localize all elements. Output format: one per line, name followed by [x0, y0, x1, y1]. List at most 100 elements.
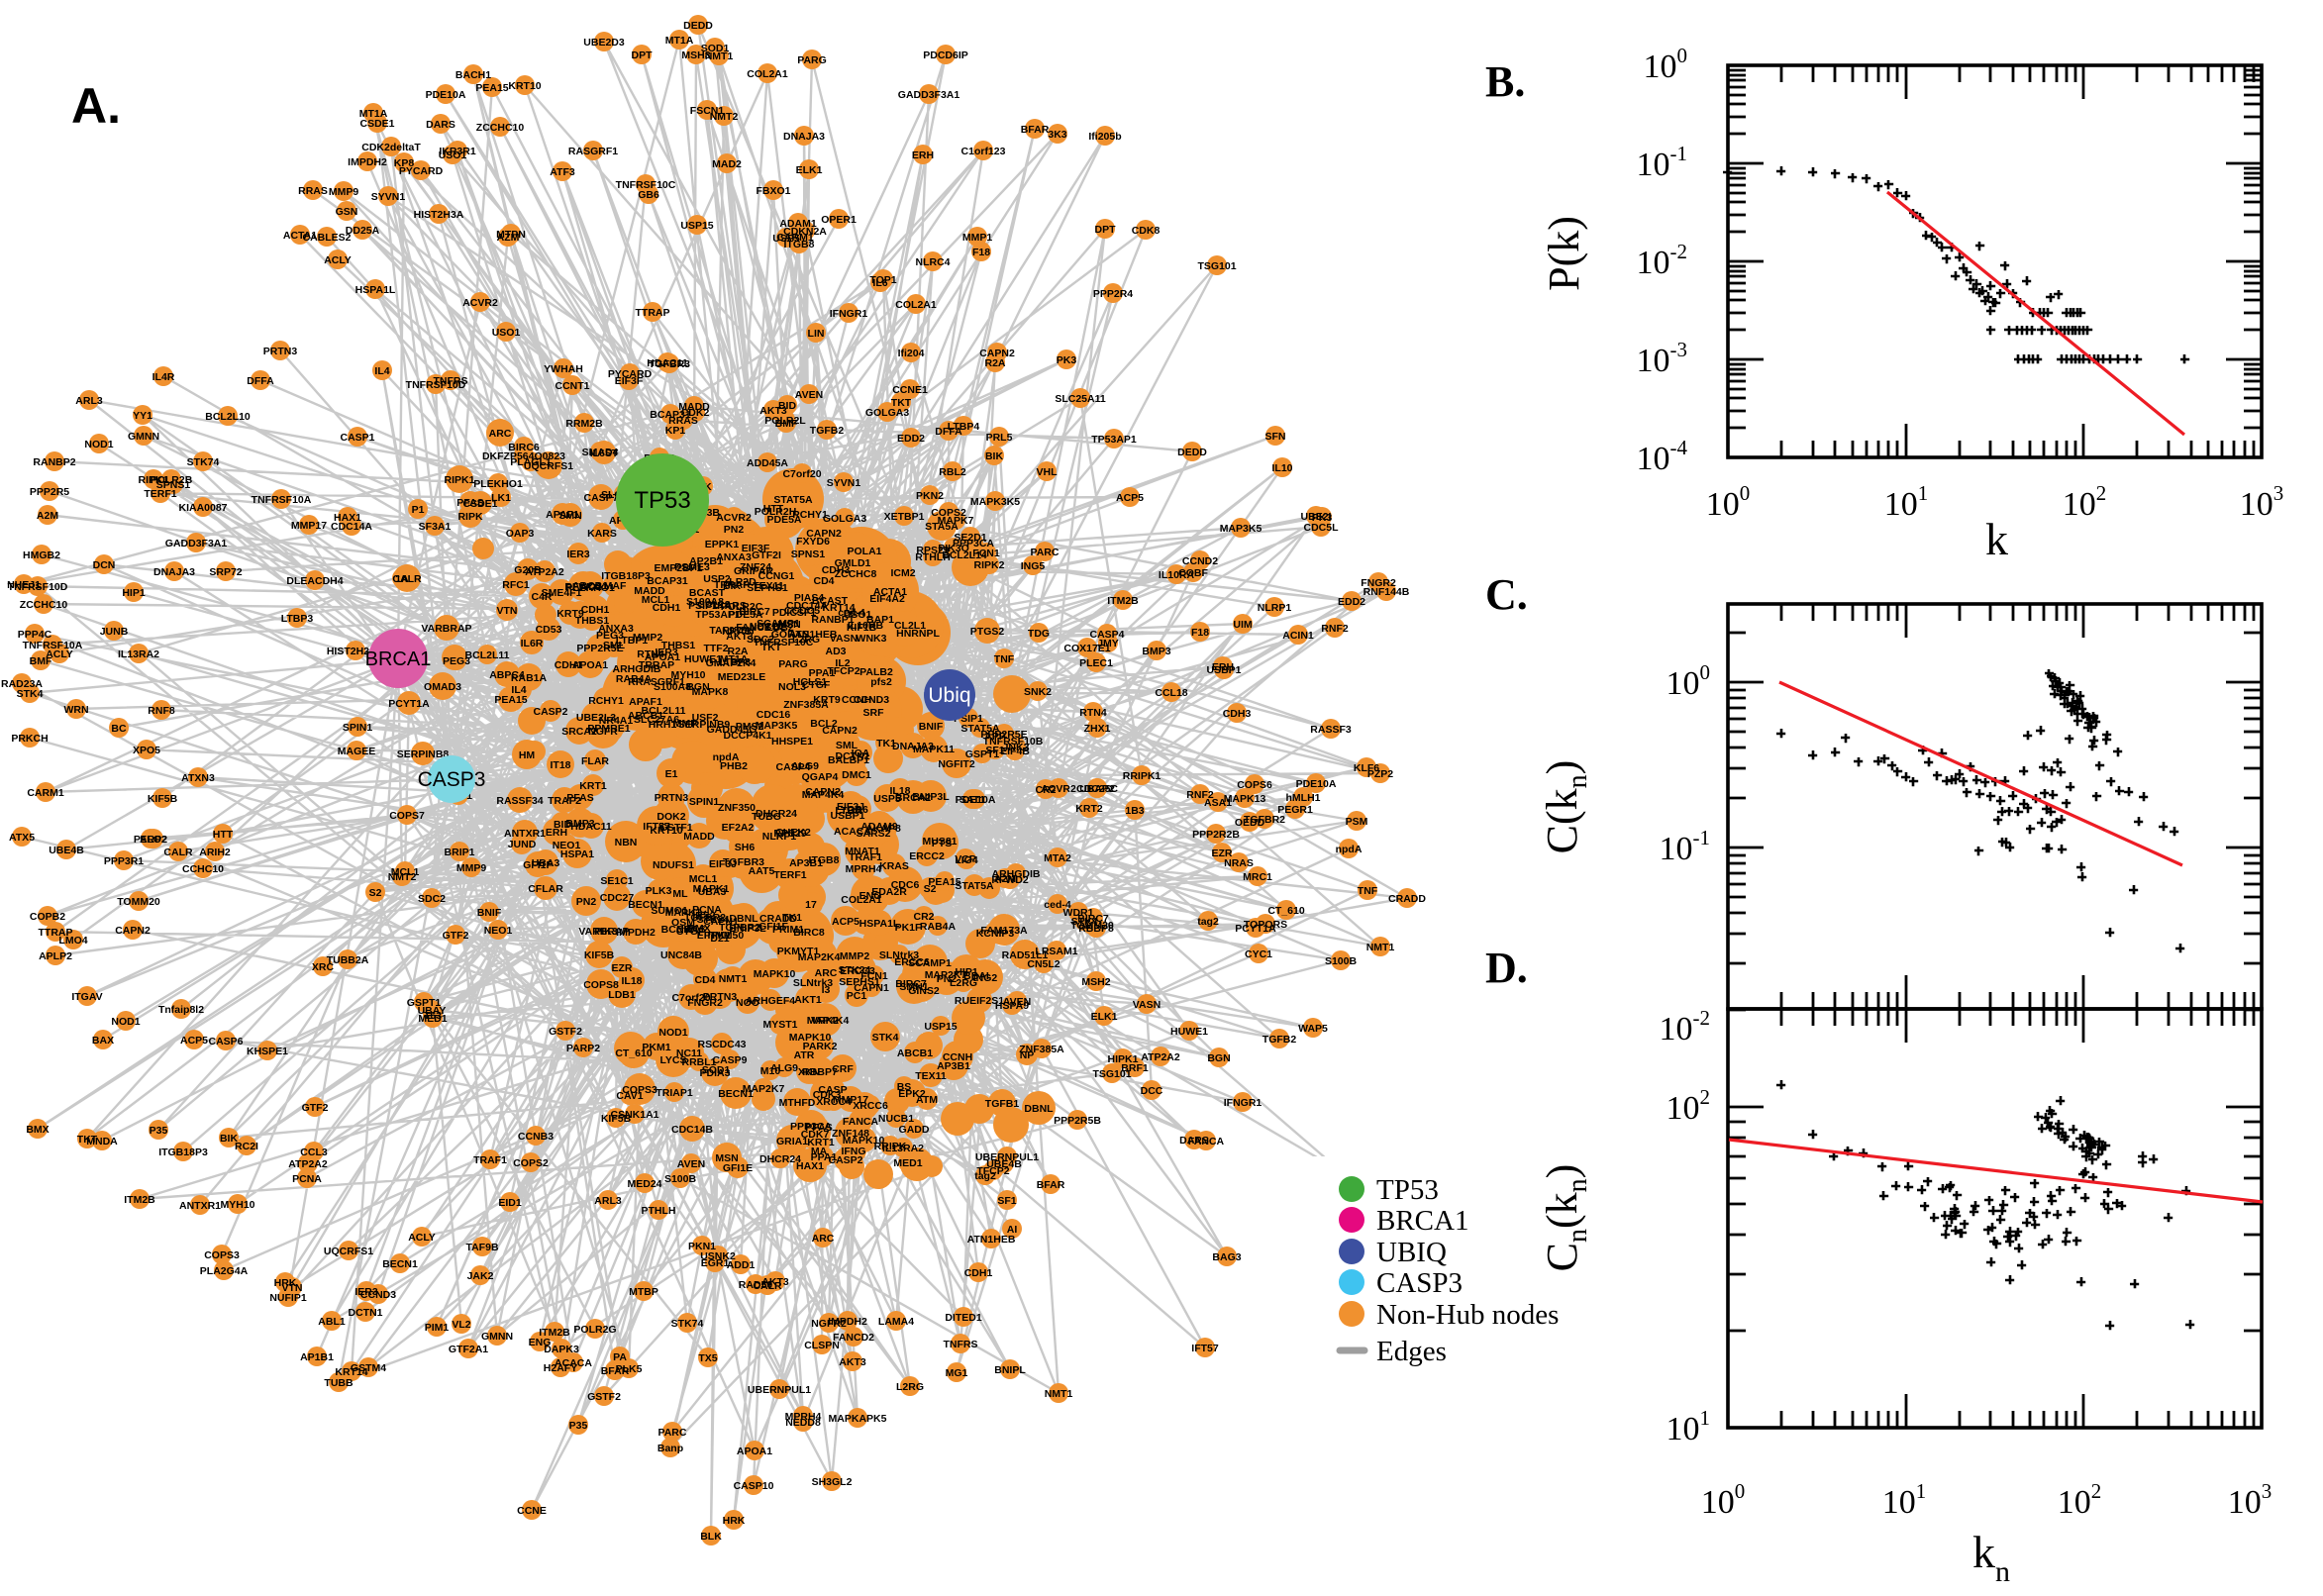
svg-text:ARC: ARC — [815, 967, 838, 979]
svg-text:RAB4A: RAB4A — [616, 673, 653, 685]
svg-text:THBS1: THBS1 — [575, 615, 610, 627]
svg-text:NEO1: NEO1 — [484, 925, 513, 937]
svg-text:ITGB18P3: ITGB18P3 — [158, 1147, 208, 1158]
svg-text:AP3B1: AP3B1 — [937, 1060, 970, 1072]
svg-text:STA5A: STA5A — [925, 521, 959, 533]
svg-text:PEA15: PEA15 — [494, 694, 527, 706]
svg-text:CCDC5: CCDC5 — [784, 605, 820, 617]
svg-text:PPP2R4: PPP2R4 — [1093, 288, 1133, 300]
svg-text:COPS2: COPS2 — [513, 1157, 549, 1169]
svg-text:RRAS: RRAS — [668, 415, 698, 427]
svg-text:HUWE1: HUWE1 — [1170, 1026, 1208, 1038]
svg-text:CDH1: CDH1 — [653, 602, 681, 614]
svg-text:EMP2BP1: EMP2BP1 — [654, 562, 702, 574]
svg-text:ZCCHC10: ZCCHC10 — [476, 122, 525, 134]
svg-text:TOP1: TOP1 — [869, 274, 896, 286]
svg-text:EZR: EZR — [1212, 848, 1233, 859]
svg-text:PRKCH: PRKCH — [11, 733, 48, 745]
svg-text:POLR2H: POLR2H — [755, 506, 797, 518]
svg-text:PK3: PK3 — [1057, 354, 1077, 366]
svg-text:PIM1: PIM1 — [425, 1322, 450, 1334]
svg-text:Ubiq: Ubiq — [928, 684, 970, 707]
svg-text:FSCN1: FSCN1 — [690, 105, 725, 117]
svg-text:ACP5: ACP5 — [1116, 492, 1144, 504]
svg-text:TDG: TDG — [1028, 628, 1050, 640]
svg-text:BNIF: BNIF — [477, 907, 502, 919]
svg-text:GMLD1: GMLD1 — [835, 557, 871, 569]
svg-text:DOK2: DOK2 — [656, 811, 685, 823]
svg-text:CASP4: CASP4 — [775, 761, 810, 773]
svg-text:EIF3F: EIF3F — [615, 375, 644, 387]
svg-text:KIF5B: KIF5B — [584, 949, 615, 961]
svg-text:CAPN2: CAPN2 — [822, 725, 858, 737]
svg-text:AP2B1: AP2B1 — [689, 555, 723, 567]
svg-text:BCL2: BCL2 — [810, 718, 838, 730]
svg-text:IFT57: IFT57 — [643, 821, 670, 833]
svg-text:BAX: BAX — [92, 1035, 114, 1047]
svg-text:PARK2: PARK2 — [803, 1041, 838, 1052]
svg-text:L2RG: L2RG — [792, 634, 820, 646]
svg-text:KRT14: KRT14 — [335, 1366, 367, 1378]
svg-text:GSPT1: GSPT1 — [965, 748, 1000, 760]
svg-text:CSNK1A1: CSNK1A1 — [610, 1109, 658, 1121]
svg-text:Non-Hub nodes: Non-Hub nodes — [1376, 1299, 1559, 1331]
svg-text:ITGB8: ITGB8 — [809, 854, 840, 866]
svg-text:ITGB8: ITGB8 — [784, 239, 815, 250]
svg-text:LRSAM1: LRSAM1 — [1035, 946, 1077, 957]
svg-text:A2M: A2M — [37, 510, 58, 522]
svg-text:AZM: AZM — [497, 232, 520, 244]
svg-text:BID: BID — [778, 400, 797, 412]
svg-text:IFNG: IFNG — [841, 1146, 865, 1157]
svg-text:3K3: 3K3 — [1048, 129, 1066, 141]
svg-text:NRAS: NRAS — [1224, 857, 1254, 869]
svg-text:TRIAP1: TRIAP1 — [656, 1087, 693, 1099]
svg-text:BCL2L14: BCL2L14 — [942, 549, 987, 561]
svg-text:KRT10: KRT10 — [650, 825, 682, 837]
svg-text:UQCRFS1: UQCRFS1 — [324, 1246, 373, 1257]
svg-text:KIF5B: KIF5B — [601, 1113, 632, 1125]
svg-text:FNGR2: FNGR2 — [1361, 577, 1396, 589]
svg-text:SAT1: SAT1 — [960, 794, 985, 806]
svg-text:LTBP3: LTBP3 — [281, 613, 314, 625]
svg-text:CD53: CD53 — [536, 624, 562, 636]
svg-text:C7orf20: C7orf20 — [671, 992, 710, 1004]
svg-text:MT1A: MT1A — [359, 108, 388, 120]
svg-text:PARG: PARG — [778, 658, 808, 670]
svg-text:NMT2: NMT2 — [388, 871, 417, 883]
svg-text:EPK2: EPK2 — [898, 1088, 926, 1100]
svg-text:TNF: TNF — [1358, 885, 1378, 897]
svg-text:RRIPK1: RRIPK1 — [1123, 770, 1162, 782]
svg-text:KIF1B: KIF1B — [847, 622, 877, 634]
svg-text:RCHY1: RCHY1 — [792, 509, 828, 521]
svg-text:APAF1: APAF1 — [546, 509, 579, 521]
svg-text:P35: P35 — [150, 1125, 168, 1137]
svg-text:HRK: HRK — [274, 1277, 297, 1289]
svg-text:NGFIT2: NGFIT2 — [938, 758, 974, 770]
svg-text:BCL2L11: BCL2L11 — [465, 649, 510, 661]
svg-text:TGFBR2: TGFBR2 — [1244, 814, 1285, 826]
svg-text:FXYD6: FXYD6 — [796, 536, 830, 548]
svg-text:CASP6: CASP6 — [208, 1036, 243, 1047]
svg-text:ERH: ERH — [1212, 661, 1234, 673]
svg-text:17: 17 — [805, 899, 817, 911]
svg-text:RAD51L1: RAD51L1 — [1002, 949, 1049, 961]
svg-text:PDE5A: PDE5A — [766, 514, 801, 526]
svg-text:TNFRSF10A: TNFRSF10A — [23, 640, 83, 651]
svg-text:NLRP1: NLRP1 — [762, 831, 797, 843]
svg-text:ABCB1: ABCB1 — [897, 1047, 933, 1059]
svg-text:RAD50: RAD50 — [739, 1279, 773, 1291]
svg-text:AP1B1: AP1B1 — [300, 1351, 334, 1363]
svg-text:MCL1: MCL1 — [689, 873, 718, 885]
svg-text:CCL18: CCL18 — [697, 599, 730, 611]
svg-text:VASN: VASN — [1133, 999, 1161, 1011]
svg-text:NRAS: NRAS — [676, 924, 706, 936]
svg-text:WRN: WRN — [63, 704, 88, 716]
svg-text:FNGR2: FNGR2 — [687, 997, 723, 1009]
svg-text:CDK3: CDK3 — [813, 1089, 842, 1101]
svg-text:STK74: STK74 — [187, 456, 220, 468]
svg-text:ARHGDIB: ARHGDIB — [613, 663, 661, 675]
svg-text:Ifi204: Ifi204 — [898, 348, 925, 359]
svg-text:NMT1: NMT1 — [719, 973, 748, 985]
svg-text:CCL3: CCL3 — [300, 1147, 328, 1158]
svg-text:BIRC7: BIRC7 — [895, 978, 927, 990]
